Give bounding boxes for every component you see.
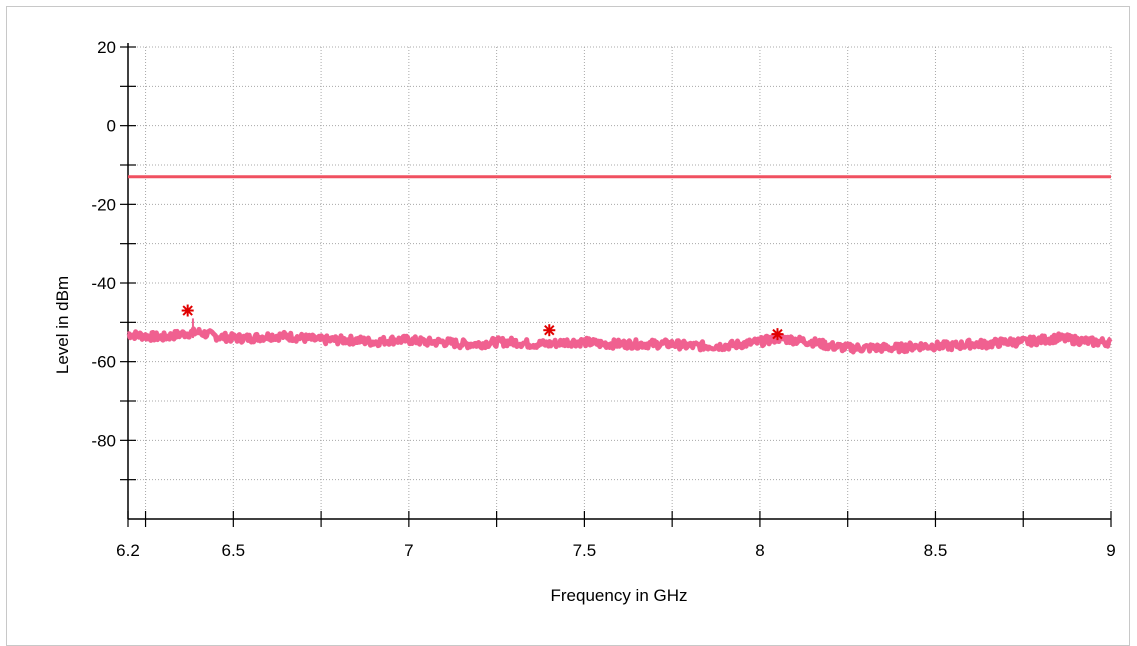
y-tick-label: -20	[91, 195, 116, 214]
y-tick-label: 0	[107, 117, 116, 136]
peak-marker-stroke	[544, 324, 555, 336]
chart-svg: 20 0 -20 -40 -60 -80 6.2 6.5 7 7.5 8 8.5 9 Level in …	[53, 38, 1116, 605]
series-trace	[126, 326, 1113, 355]
peak-marker-stroke	[772, 328, 783, 340]
axes: 20 0 -20 -40 -60 -80 6.2 6.5 7 7.5 8 8.5 9	[91, 38, 1115, 560]
peak-marker-stroke	[182, 305, 193, 316]
peak-marker	[543, 324, 556, 337]
x-tick-label: 8	[755, 541, 764, 560]
x-tick-label: 7.5	[573, 541, 597, 560]
x-tick-label: 7	[404, 541, 413, 560]
x-tick-label: 6.2	[116, 541, 140, 560]
y-tick-label: -40	[91, 274, 116, 293]
series-layer	[126, 175, 1113, 355]
y-tick-label: -60	[91, 353, 116, 372]
peak-marker	[771, 328, 784, 341]
peak-marker	[181, 304, 194, 317]
y-tick-label: 20	[97, 38, 116, 57]
marker-layer	[181, 304, 784, 341]
x-tick-label: 6.5	[222, 541, 246, 560]
x-tick-label: 9	[1106, 541, 1115, 560]
x-tick-label: 8.5	[924, 541, 948, 560]
y-tick-label: -80	[91, 431, 116, 450]
x-axis-title: Frequency in GHz	[551, 586, 688, 605]
grid	[128, 46, 1112, 519]
y-axis-title: Level in dBm	[53, 276, 72, 374]
